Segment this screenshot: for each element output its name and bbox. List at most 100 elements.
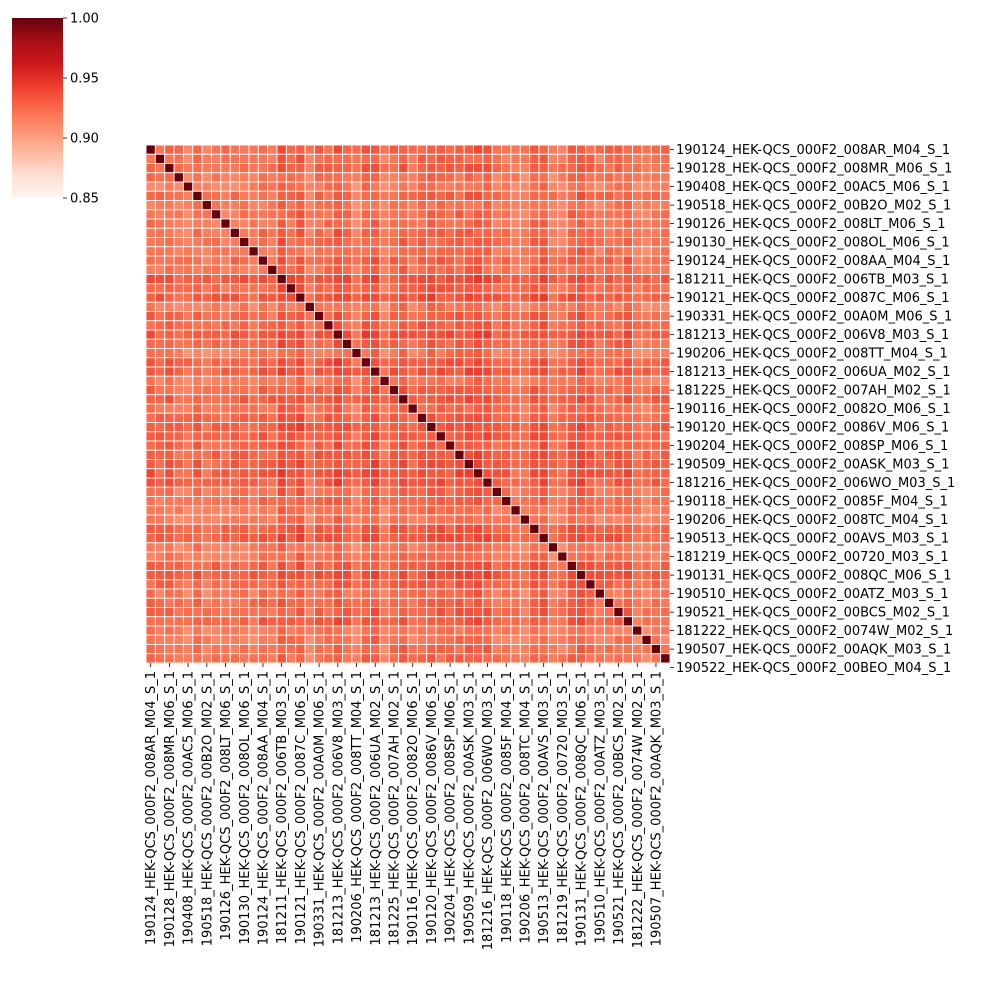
- heatmap-cell: [388, 218, 400, 229]
- heatmap-cell: [323, 301, 334, 312]
- heatmap-cell: [229, 431, 241, 442]
- heatmap-cell: [622, 412, 634, 423]
- heatmap-cell: [192, 200, 203, 211]
- heatmap-cell: [407, 348, 418, 359]
- heatmap-cell: [594, 597, 605, 608]
- heatmap-cell: [248, 422, 259, 433]
- heatmap-cell: [192, 570, 203, 581]
- heatmap-cell: [426, 181, 437, 192]
- heatmap-cell: [276, 357, 287, 368]
- heatmap-cell: [285, 283, 297, 294]
- heatmap-cell: [276, 496, 287, 507]
- heatmap-cell: [211, 264, 222, 275]
- heatmap-cell: [473, 625, 484, 636]
- heatmap-cell: [388, 394, 400, 405]
- heatmap-cell: [491, 449, 503, 460]
- heatmap-cell: [473, 311, 484, 322]
- heatmap-cell: [613, 431, 624, 442]
- heatmap-cell: [613, 597, 624, 608]
- heatmap-cell: [416, 246, 428, 257]
- heatmap-cell: [622, 579, 634, 590]
- heatmap-cell: [594, 533, 605, 544]
- heatmap-cell: [519, 255, 531, 266]
- heatmap-cell: [304, 209, 315, 220]
- y-tick-label: 190408_HEK-QCS_000F2_00AC5_M06_S_1: [676, 180, 950, 195]
- heatmap-cell: [295, 403, 306, 414]
- heatmap-cell: [182, 227, 194, 238]
- heatmap-cell: [267, 338, 278, 349]
- heatmap-cell: [285, 144, 297, 155]
- heatmap-cell: [351, 523, 362, 534]
- heatmap-cell: [257, 264, 269, 275]
- heatmap-cell: [538, 338, 549, 349]
- heatmap-cell: [566, 449, 577, 460]
- heatmap-cell: [192, 551, 203, 562]
- heatmap-cell: [426, 264, 437, 275]
- heatmap-cell: [660, 653, 671, 664]
- heatmap-cell: [594, 264, 605, 275]
- heatmap-cell: [622, 440, 634, 451]
- heatmap-cell: [632, 486, 643, 497]
- heatmap-cell: [182, 533, 194, 544]
- heatmap-cell: [360, 209, 372, 220]
- heatmap-cell: [351, 227, 362, 238]
- heatmap-cell: [267, 403, 278, 414]
- heatmap-cell: [491, 634, 503, 645]
- heatmap-cell: [482, 625, 493, 636]
- heatmap-cell: [304, 190, 315, 201]
- heatmap-cell: [332, 227, 343, 238]
- heatmap-cell: [501, 264, 512, 275]
- heatmap-cell: [276, 209, 287, 220]
- heatmap-cell: [650, 551, 662, 562]
- heatmap-cell: [594, 274, 605, 285]
- heatmap-cell: [482, 172, 493, 183]
- heatmap-cell: [323, 523, 334, 534]
- heatmap-cell: [632, 163, 643, 174]
- heatmap-cell: [529, 200, 540, 211]
- heatmap-cell: [229, 209, 241, 220]
- heatmap-cell: [510, 616, 521, 627]
- heatmap-cell: [220, 227, 231, 238]
- heatmap-cell: [604, 551, 615, 562]
- heatmap-cell: [444, 597, 456, 608]
- heatmap-cell: [285, 459, 297, 470]
- heatmap-cell: [342, 348, 353, 359]
- heatmap-cell: [201, 653, 212, 664]
- heatmap-cell: [660, 625, 671, 636]
- heatmap-cell: [557, 533, 568, 544]
- heatmap-cell: [267, 227, 278, 238]
- heatmap-cell: [323, 551, 334, 562]
- heatmap-cell: [164, 486, 175, 497]
- heatmap-cell: [201, 246, 212, 257]
- heatmap-cell: [313, 412, 325, 423]
- heatmap-cell: [501, 375, 512, 386]
- heatmap-cell: [211, 394, 222, 405]
- heatmap-cell: [585, 588, 596, 599]
- heatmap-cell: [145, 570, 156, 581]
- heatmap-cell: [192, 634, 203, 645]
- heatmap-cell: [379, 579, 390, 590]
- heatmap-cell: [182, 264, 194, 275]
- heatmap-cell: [454, 357, 465, 368]
- heatmap-cell: [575, 153, 587, 164]
- heatmap-cell: [632, 320, 643, 331]
- x-tick-label: 181216_HEK-QCS_000F2_006WO_M03_S_1: [481, 671, 496, 950]
- heatmap-cell: [473, 607, 484, 618]
- heatmap-cell: [182, 496, 194, 507]
- heatmap-cell: [407, 551, 418, 562]
- heatmap-cell: [538, 144, 549, 155]
- heatmap-cell: [332, 403, 343, 414]
- heatmap-cell: [220, 422, 231, 433]
- heatmap-cell: [491, 607, 503, 618]
- heatmap-cell: [388, 459, 400, 470]
- heatmap-cell: [510, 357, 521, 368]
- heatmap-cell: [201, 153, 212, 164]
- heatmap-cell: [407, 264, 418, 275]
- heatmap-cell: [229, 311, 241, 322]
- heatmap-cell: [323, 533, 334, 544]
- heatmap-cell: [416, 357, 428, 368]
- heatmap-cell: [566, 560, 577, 571]
- heatmap-cell: [426, 153, 437, 164]
- heatmap-cell: [547, 579, 559, 590]
- heatmap-cell: [650, 227, 662, 238]
